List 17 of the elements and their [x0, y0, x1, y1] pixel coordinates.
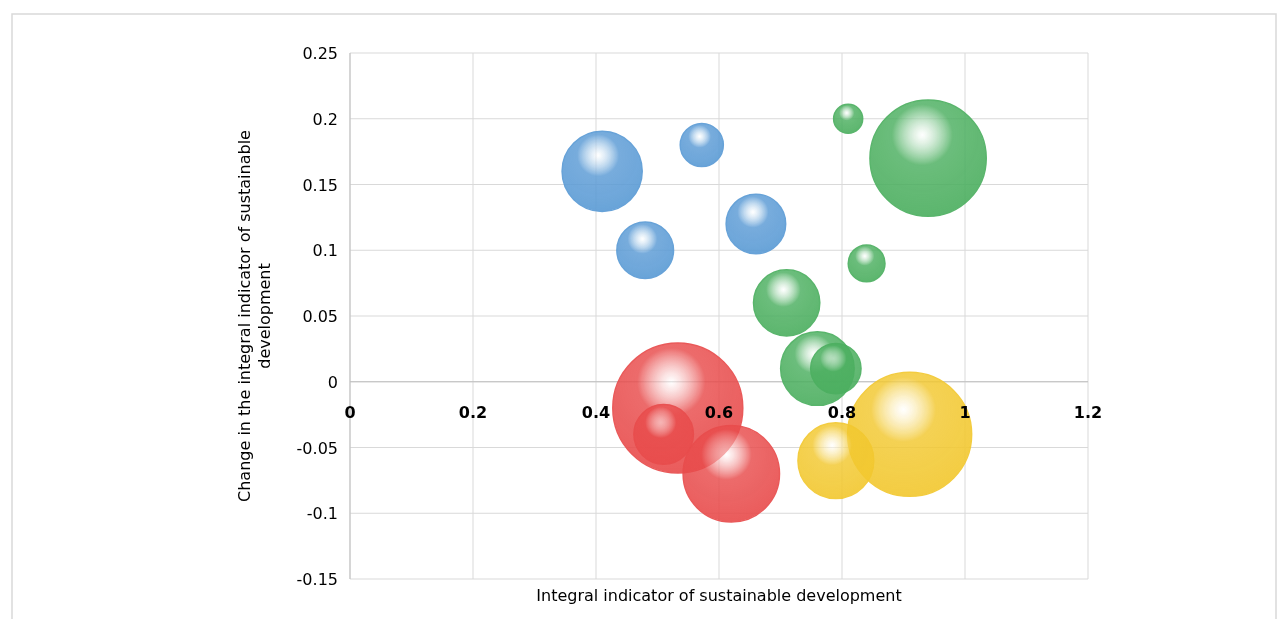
- x-tick-label: 0.6: [704, 402, 734, 422]
- y-tick-label: -0.1: [306, 504, 338, 524]
- y-tick-label: -0.15: [296, 570, 338, 589]
- x-tick-label: 0.4: [581, 402, 611, 422]
- y-tick-label: 0.05: [302, 307, 338, 326]
- y-tick-label: 0: [327, 372, 338, 392]
- y-tick-label: 0.1: [312, 241, 338, 261]
- y-tick-label: 0.25: [302, 44, 338, 63]
- y-axis-title: Change in the integral indicator of sustainable development: [235, 130, 274, 502]
- y-tick-label: 0.15: [302, 175, 338, 195]
- x-axis-title: Integral indicator of sustainable development: [536, 586, 902, 605]
- x-tick-label: 1: [959, 402, 971, 422]
- x-tick-label: 0.2: [458, 402, 488, 422]
- x-tick-label: 0: [344, 402, 356, 422]
- y-tick-label: 0.2: [312, 109, 338, 129]
- y-tick-label: -0.05: [296, 438, 338, 458]
- x-tick-label: 1.2: [1073, 402, 1103, 422]
